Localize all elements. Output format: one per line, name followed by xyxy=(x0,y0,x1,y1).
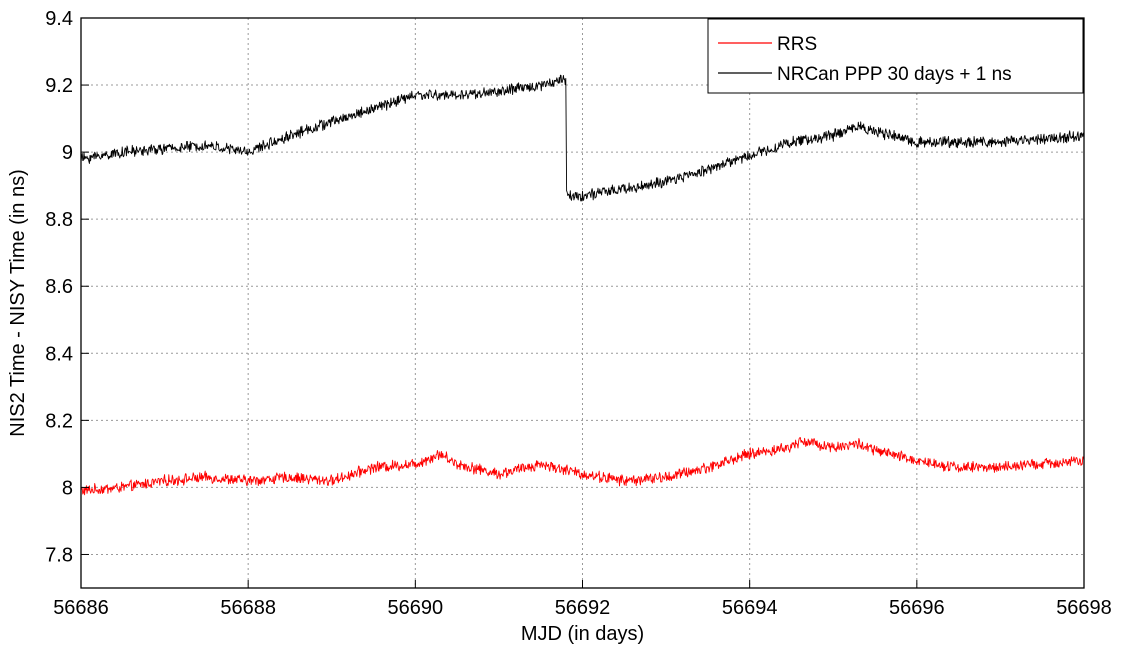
y-tick-label: 7.8 xyxy=(45,544,73,566)
y-tick-label: 9 xyxy=(62,142,73,164)
x-tick-label: 56696 xyxy=(889,597,945,619)
x-axis-label: MJD (in days) xyxy=(521,623,644,645)
grid xyxy=(80,17,1085,588)
series-line-rrs xyxy=(80,437,1085,496)
x-tick-label: 56694 xyxy=(722,597,778,619)
y-axis-label: NIS2 Time - NISY Time (in ns) xyxy=(7,169,29,436)
x-tick-label: 56698 xyxy=(1056,597,1112,619)
legend: RRS NRCan PPP 30 days + 1 ns xyxy=(707,18,1084,94)
y-tick-label: 8 xyxy=(62,477,73,499)
y-tick-label: 9.2 xyxy=(45,75,73,97)
series-layer xyxy=(80,74,1085,496)
x-tick-label: 56688 xyxy=(220,597,276,619)
legend-box xyxy=(707,18,1084,94)
x-axis-ticks: 56686 56688 56690 56692 56694 56696 56698 xyxy=(53,580,1112,619)
y-tick-label: 9.4 xyxy=(45,8,73,30)
x-tick-label: 56686 xyxy=(53,597,109,619)
y-tick-label: 8.6 xyxy=(45,276,73,298)
y-axis-ticks: 7.8 8 8.2 8.4 8.6 8.8 9 9.2 9.4 xyxy=(45,8,89,566)
legend-label-nrcan: NRCan PPP 30 days + 1 ns xyxy=(777,64,1012,85)
series-line-nrcan xyxy=(80,74,1085,202)
y-tick-label: 8.4 xyxy=(45,343,73,365)
y-tick-label: 8.8 xyxy=(45,209,73,231)
x-tick-label: 56690 xyxy=(388,597,444,619)
y-tick-label: 8.2 xyxy=(45,410,73,432)
legend-label-rrs: RRS xyxy=(777,34,817,55)
x-tick-label: 56692 xyxy=(555,597,611,619)
